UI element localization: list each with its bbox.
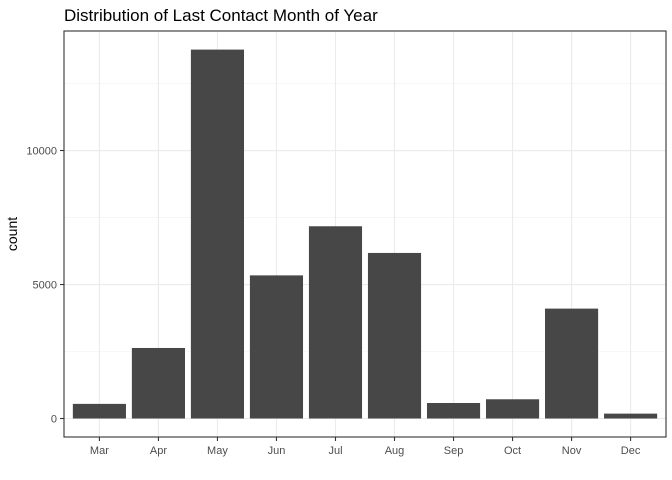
plot-panel-border <box>63 30 667 438</box>
bar-apr <box>131 347 185 419</box>
bar-dec <box>604 413 658 419</box>
x-tick-label-jul: Jul <box>328 445 342 457</box>
y-tick-label-0: 0 <box>51 414 57 426</box>
y-axis: 0 5000 10000 <box>26 146 64 426</box>
x-tick-label-oct: Oct <box>504 445 521 457</box>
x-tick-label-dec: Dec <box>621 445 641 457</box>
x-tick-label-sep: Sep <box>444 445 464 457</box>
x-tick-label-apr: Apr <box>150 445 167 457</box>
bar-sep <box>426 402 481 419</box>
major-gridlines <box>64 31 666 437</box>
x-tick-label-may: May <box>207 445 228 457</box>
y-axis-label: count <box>4 217 20 251</box>
bar-jun <box>249 275 304 419</box>
bar-aug <box>367 252 422 419</box>
bar-may <box>190 49 245 419</box>
x-tick-label-aug: Aug <box>385 445 405 457</box>
bar-oct <box>485 399 540 419</box>
x-tick-label-jun: Jun <box>268 445 286 457</box>
bar-jul <box>308 226 363 419</box>
bar-mar <box>72 403 126 419</box>
y-tick-label-2: 10000 <box>26 146 57 158</box>
chart-title: Distribution of Last Contact Month of Ye… <box>64 6 378 25</box>
x-tick-label-nov: Nov <box>562 445 582 457</box>
bars <box>72 49 658 419</box>
bar-nov <box>545 308 599 419</box>
y-tick-label-1: 5000 <box>33 280 57 292</box>
x-axis: Mar Apr May Jun Jul Aug Sep Oct Nov Dec <box>90 437 641 457</box>
x-tick-label-mar: Mar <box>90 445 109 457</box>
